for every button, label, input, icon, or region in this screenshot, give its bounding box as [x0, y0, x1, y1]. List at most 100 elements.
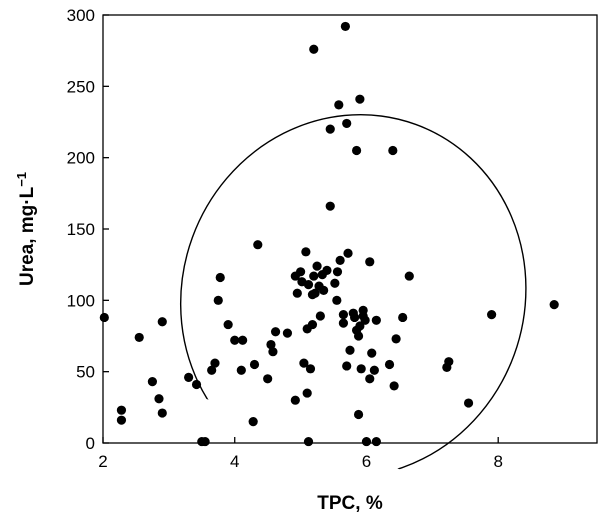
data-point	[184, 372, 194, 382]
data-point	[310, 288, 320, 298]
data-point	[309, 271, 319, 281]
data-point	[319, 285, 329, 295]
plot-frame	[102, 14, 598, 444]
data-point	[367, 348, 377, 358]
data-point	[371, 315, 381, 325]
data-point	[302, 388, 312, 398]
data-point	[365, 374, 375, 384]
data-point	[330, 278, 340, 288]
data-point	[290, 395, 300, 405]
plot-marks	[99, 21, 559, 479]
data-point	[210, 358, 220, 368]
data-point	[223, 319, 233, 330]
data-point	[200, 436, 210, 447]
y-tick-label: 250	[67, 77, 95, 96]
data-point	[343, 248, 353, 258]
y-tick-label: 0	[86, 434, 95, 453]
data-point	[299, 358, 309, 368]
data-point	[342, 118, 352, 129]
data-point	[116, 415, 127, 425]
data-point	[404, 271, 414, 281]
data-point	[487, 310, 497, 320]
data-point	[263, 374, 273, 384]
data-point	[253, 240, 263, 250]
data-point	[356, 364, 366, 374]
confidence-ellipse	[179, 114, 527, 479]
data-point	[444, 357, 454, 367]
x-tick-label: 2	[98, 452, 107, 471]
axes: 2 4 6 8 0 50 100 150 200 250 300	[67, 6, 503, 471]
data-point	[353, 331, 364, 341]
y-tick-label: 100	[67, 291, 95, 310]
data-point	[147, 377, 157, 387]
data-point	[238, 335, 248, 345]
data-point	[191, 379, 202, 390]
data-point	[391, 334, 401, 344]
data-point	[338, 310, 349, 320]
data-point	[248, 417, 258, 427]
data-point	[353, 409, 364, 420]
data-point	[369, 365, 379, 375]
data-point	[266, 339, 276, 350]
x-tick-label: 8	[493, 452, 502, 471]
data-point	[340, 21, 350, 32]
data-point	[303, 280, 314, 290]
data-point	[154, 394, 164, 404]
data-point	[309, 44, 319, 54]
data-point	[322, 265, 332, 275]
data-point	[213, 295, 223, 305]
data-point	[157, 317, 167, 327]
data-point	[384, 359, 395, 370]
y-axis-title: Urea, mg·L−1	[14, 172, 38, 286]
data-point	[355, 94, 365, 104]
data-point	[296, 267, 306, 277]
y-axis-title-superscript: −1	[14, 172, 29, 187]
data-point	[332, 295, 342, 305]
x-tick-label: 4	[230, 452, 239, 471]
y-axis-title-text: Urea, mg·L	[17, 186, 38, 286]
y-tick-label: 50	[76, 363, 95, 382]
data-point	[325, 124, 335, 134]
data-point	[345, 345, 355, 355]
y-tick-label: 300	[67, 6, 95, 25]
data-point	[549, 300, 559, 310]
data-point	[389, 381, 399, 391]
data-point	[236, 365, 246, 375]
data-point	[99, 312, 109, 323]
data-point	[350, 312, 360, 323]
data-point	[334, 100, 344, 110]
data-point	[358, 305, 368, 315]
data-point	[351, 145, 362, 156]
data-point	[305, 364, 316, 374]
data-point	[360, 315, 370, 325]
data-point	[312, 261, 322, 271]
data-point	[270, 327, 281, 337]
data-point	[325, 201, 335, 211]
data-point	[116, 405, 127, 415]
data-point	[207, 365, 217, 375]
data-point	[157, 408, 167, 418]
data-point	[134, 332, 144, 343]
data-point	[332, 267, 343, 277]
data-point	[315, 311, 325, 321]
data-point	[268, 347, 278, 357]
data-point	[215, 272, 225, 283]
data-point	[282, 328, 293, 338]
y-tick-label: 200	[67, 149, 95, 168]
data-point	[249, 359, 260, 370]
data-point	[388, 145, 398, 156]
y-tick-label: 150	[67, 220, 95, 239]
data-point	[398, 312, 408, 323]
data-point	[292, 288, 302, 298]
data-point	[338, 318, 349, 328]
data-point	[463, 398, 474, 408]
data-point	[307, 319, 318, 330]
data-point	[301, 247, 311, 257]
data-point	[342, 361, 352, 371]
data-point	[371, 436, 381, 447]
x-tick-label: 6	[362, 452, 371, 471]
data-point	[335, 255, 345, 265]
data-point	[230, 335, 240, 345]
x-axis-title: TPC, %	[317, 493, 383, 514]
